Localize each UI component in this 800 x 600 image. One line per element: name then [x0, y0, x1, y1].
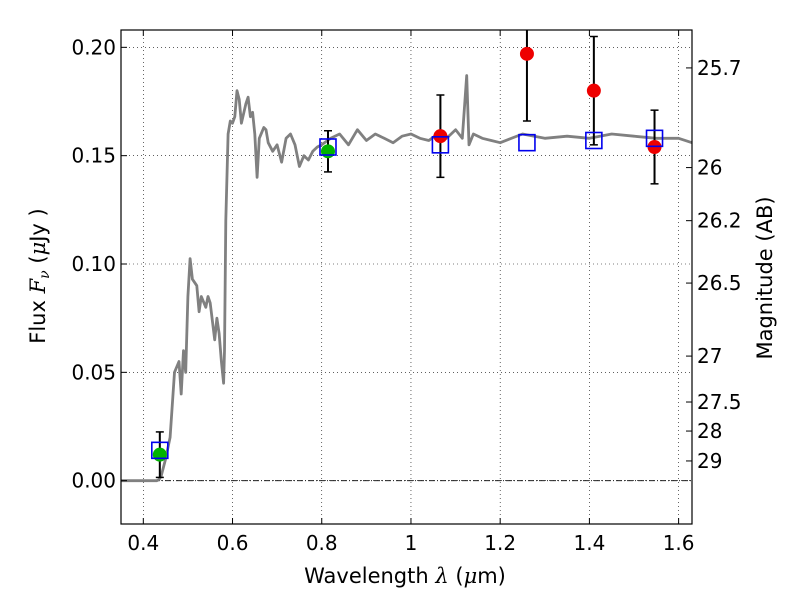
- x-tick-labels: 0.4 0.6 0.8 1 1.2 1.4 1.6: [127, 531, 694, 555]
- model-photometry-square: [645, 129, 664, 148]
- x-tick-label: 0.6: [217, 531, 249, 555]
- y-tick-labels: 0.00 0.05 0.10 0.15 0.20: [71, 35, 116, 492]
- mag-tick-label: 29: [697, 449, 722, 473]
- magnitude-axis-label: Magnitude (AB): [753, 196, 777, 359]
- plot-series: [121, 30, 692, 483]
- y-axis-label: Flux Fν (μJy ): [26, 208, 53, 343]
- plot-frame: [120, 29, 693, 525]
- x-tick-label: 1.6: [663, 531, 695, 555]
- model-photometry-square: [518, 133, 536, 152]
- y-tick-label: 0.20: [71, 35, 116, 59]
- plot-area: [121, 30, 692, 483]
- mag-tick-label: 27.5: [697, 390, 742, 414]
- y-tick-label: 0.00: [71, 469, 116, 493]
- x-tick-label: 1.2: [484, 531, 516, 555]
- red-observed-point: [586, 83, 601, 98]
- x-tick-label: 0.4: [127, 531, 159, 555]
- model-photometry-square: [319, 138, 337, 156]
- sed-model-line: [121, 74, 692, 483]
- y-tick-label: 0.15: [71, 144, 116, 168]
- y-tick-label: 0.05: [71, 360, 116, 384]
- green-observed-point: [320, 144, 335, 159]
- mag-tick-label: 26.2: [697, 209, 742, 233]
- model-photometry-square: [585, 131, 603, 150]
- model-photometry-square: [431, 136, 450, 154]
- mag-tick-label: 26: [697, 156, 722, 180]
- mag-tick-label: 26.5: [697, 271, 742, 295]
- red-observed-point: [519, 46, 534, 61]
- model-photometry-square: [151, 441, 169, 460]
- x-tick-label: 1: [405, 531, 418, 555]
- tick-marks: [121, 30, 692, 524]
- mag-tick-label: 28: [697, 419, 722, 443]
- green-observed-point: [152, 447, 167, 462]
- x-tick-label: 0.8: [306, 531, 338, 555]
- x-axis-label: Wavelength λ (μm): [304, 564, 506, 588]
- mag-tick-label: 25.7: [697, 56, 742, 80]
- mag-tick-label: 27: [697, 344, 722, 368]
- grid: [121, 30, 692, 524]
- y-tick-label: 0.10: [71, 252, 116, 276]
- magnitude-tick-labels: 25.7 26 26.2 26.5 27 27.5 28 29: [697, 56, 742, 473]
- x-tick-label: 1.4: [573, 531, 605, 555]
